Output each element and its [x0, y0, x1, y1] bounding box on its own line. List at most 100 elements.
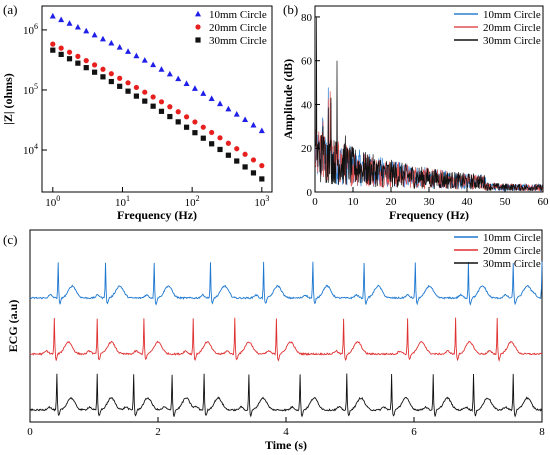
- panel-a-point-s3-17: [183, 124, 190, 130]
- panel-a-xtick-label-3: 102: [185, 194, 200, 209]
- panel-a-point-s1-18: [191, 85, 198, 91]
- panel-a-point-s2-21: [217, 135, 223, 141]
- panel-b-ytick-label-3: 40: [301, 99, 313, 111]
- panel-b-xtick-label-4: 30: [424, 196, 436, 208]
- panel-c-xtick-label-2: 2: [155, 426, 161, 438]
- panel-a-point-s3-2: [58, 51, 64, 58]
- panel-a-point-s1-24: [242, 116, 249, 123]
- panel-a-point-s2-2: [58, 45, 64, 51]
- panel-a-point-s3-21: [217, 146, 223, 153]
- panel-a-point-s2-16: [175, 109, 181, 115]
- panel-a-point-s3-4: [75, 60, 81, 66]
- panel-a-point-s3-19: [200, 135, 206, 141]
- panel-a-point-s3-15: [167, 113, 173, 120]
- panel-a-point-s3-12: [142, 98, 148, 104]
- panel-a-legend-marker-3: [195, 37, 201, 43]
- panel-a-ytick-label-3: 106: [23, 22, 38, 37]
- panel-a-point-s3-26: [259, 176, 265, 182]
- panel-a-point-s3-18: [192, 130, 198, 136]
- panel-c-xlabel: Time (s): [265, 438, 307, 452]
- panel-a-point-s1-15: [166, 70, 173, 77]
- panel-a-point-s1-25: [250, 121, 257, 128]
- panel-a-point-s2-1: [50, 41, 56, 47]
- panel-b-ticks: 0 10 20 30 40 50 60 0 20 40 60 80: [301, 12, 549, 208]
- panel-a-xtick-label-2: 101: [115, 194, 130, 209]
- panel-a-xtick-label-1: 100: [45, 194, 60, 209]
- panel-a-ylabel: |Z| (ohms): [1, 73, 15, 125]
- panel-a-point-s1-13: [150, 61, 157, 68]
- panel-a-point-s2-22: [225, 140, 231, 146]
- panel-a-point-s3-7: [100, 74, 106, 80]
- panel-a-point-s3-3: [66, 56, 73, 62]
- panel-c-lines: [29, 261, 543, 418]
- panel-c-legend-label-2: 20mm Circle: [483, 245, 541, 257]
- panel-a-point-s1-6: [91, 31, 98, 38]
- panel-b-legend-label-2: 20mm Circle: [483, 22, 541, 34]
- panel-a-point-s1-9: [116, 44, 123, 50]
- panel-a-point-s1-11: [133, 52, 140, 59]
- panel-a-point-s2-8: [108, 71, 114, 77]
- panel-b-series-3: [315, 16, 543, 192]
- panel-a-ticks: 100 101 102 103 104 105 106: [23, 22, 269, 209]
- panel-a-point-s1-22: [225, 105, 232, 112]
- panel-a-point-s2-3: [66, 49, 73, 55]
- panel-a-point-s3-14: [158, 108, 165, 114]
- panel-a-point-s1-23: [233, 111, 240, 117]
- panel-a-point-s2-15: [167, 104, 173, 110]
- panel-c-legend-label-1: 10mm Circle: [483, 232, 541, 244]
- panel-a-point-s2-20: [209, 129, 215, 136]
- panel-a-point-s2-13: [150, 94, 156, 100]
- panel-b-xtick-label-3: 20: [386, 196, 398, 208]
- panel-a-point-s1-21: [217, 100, 224, 107]
- panel-a-point-s1-14: [158, 66, 165, 72]
- panel-a-point-s1-3: [66, 20, 73, 26]
- panel-a-point-s1-26: [258, 127, 265, 134]
- panel-a-point-s3-9: [117, 83, 123, 89]
- panel-c-xtick-label-1: 0: [27, 426, 33, 438]
- panel-c-ticks: 0 2 4 6 8: [27, 417, 545, 438]
- panel-a-point-s1-17: [183, 80, 190, 86]
- panel-a-point-s2-5: [83, 58, 89, 64]
- panel-b-ytick-label-2: 20: [301, 143, 313, 155]
- panel-c-xtick-label-5: 8: [539, 426, 545, 438]
- panel-a-point-s3-22: [225, 152, 231, 158]
- panel-a-point-s3-24: [242, 164, 248, 170]
- panel-a-point-s1-4: [74, 23, 81, 30]
- panel-a-point-s2-17: [183, 114, 190, 120]
- panel-b-ytick-label-4: 60: [301, 56, 313, 68]
- panel-a-point-s3-6: [91, 69, 98, 75]
- panel-a-legend-marker-1: [195, 10, 201, 17]
- panel-b-xtick-label-7: 60: [538, 196, 550, 208]
- panel-c-series-3: [29, 373, 543, 418]
- panel-a-point-s1-5: [83, 27, 90, 34]
- panel-b-label: (b): [283, 2, 298, 17]
- panel-c-label: (c): [3, 232, 17, 247]
- panel-a-point-s1-8: [108, 39, 115, 46]
- panel-b: (b) 0 10 20 30 40 50 60 0 20 40 60 80 Frequency (Hz…: [281, 2, 549, 222]
- panel-a: (a) 100 101 102 103 104 105 106 Frequency (Hz)…: [1, 2, 273, 222]
- panel-a-point-s3-5: [83, 65, 89, 71]
- panel-a-points: [49, 12, 265, 182]
- panel-a-point-s1-19: [200, 90, 207, 96]
- panel-c: (c) 0 2 4 6 8 Time (s) ECG (a.u) 10mm Circle…: [3, 229, 545, 452]
- panel-a-point-s2-14: [158, 99, 165, 105]
- panel-a-point-s1-16: [175, 75, 182, 82]
- panel-a-point-s3-1: [50, 47, 56, 53]
- panel-a-plot-area: [41, 5, 273, 193]
- panel-a-label: (a): [3, 2, 17, 17]
- panel-b-ylabel: Amplitude (dB): [281, 59, 295, 139]
- panel-a-legend-label-3: 30mm Circle: [209, 35, 267, 47]
- panel-a-point-s3-8: [108, 78, 114, 85]
- panel-a-point-s3-20: [209, 141, 215, 147]
- panel-c-plot-area: [29, 229, 543, 423]
- panel-b-legend-label-3: 30mm Circle: [483, 35, 541, 47]
- panel-b-xtick-label-2: 10: [348, 196, 360, 208]
- panel-a-point-s1-2: [58, 16, 65, 23]
- panel-a-point-s2-12: [142, 89, 148, 95]
- panel-a-point-s3-10: [125, 88, 131, 94]
- panel-a-point-s2-10: [125, 80, 131, 86]
- panel-a-legend-label-1: 10mm Circle: [209, 9, 267, 21]
